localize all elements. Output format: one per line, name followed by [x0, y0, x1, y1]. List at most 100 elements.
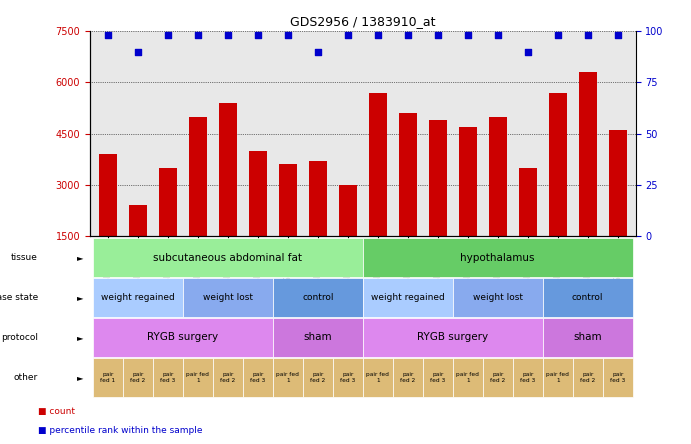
Point — [492, 32, 503, 39]
Point — [102, 32, 113, 39]
Text: pair
fed 1: pair fed 1 — [100, 372, 115, 383]
Text: subcutaneous abdominal fat: subcutaneous abdominal fat — [153, 253, 302, 262]
Point — [162, 32, 173, 39]
Bar — [93, 238, 363, 277]
Bar — [363, 318, 542, 357]
Point — [583, 32, 594, 39]
Bar — [579, 72, 597, 288]
Text: pair
fed 2: pair fed 2 — [130, 372, 145, 383]
Bar — [339, 185, 357, 288]
Bar — [129, 206, 146, 288]
Bar — [273, 278, 363, 317]
Text: control: control — [572, 293, 603, 302]
Point — [223, 32, 234, 39]
Bar — [573, 358, 603, 397]
Text: pair
fed 2: pair fed 2 — [490, 372, 505, 383]
Bar — [459, 127, 477, 288]
Bar — [392, 358, 423, 397]
Bar — [153, 358, 183, 397]
Text: pair
fed 3: pair fed 3 — [250, 372, 265, 383]
Bar — [513, 358, 542, 397]
Point — [402, 32, 413, 39]
Text: pair fed
1: pair fed 1 — [366, 372, 389, 383]
Bar — [542, 318, 633, 357]
Point — [552, 32, 563, 39]
Bar — [603, 358, 633, 397]
Bar — [453, 358, 483, 397]
Text: other: other — [14, 373, 38, 382]
Text: pair
fed 2: pair fed 2 — [220, 372, 236, 383]
Bar — [243, 358, 273, 397]
Bar — [273, 318, 363, 357]
Text: hypothalamus: hypothalamus — [460, 253, 535, 262]
Text: pair
fed 3: pair fed 3 — [160, 372, 176, 383]
Bar — [189, 117, 207, 288]
Point — [132, 48, 143, 55]
Text: control: control — [302, 293, 334, 302]
Point — [372, 32, 384, 39]
Point — [252, 32, 263, 39]
Text: pair fed
1: pair fed 1 — [547, 372, 569, 383]
Text: ►: ► — [77, 293, 84, 302]
Bar — [369, 93, 387, 288]
Title: GDS2956 / 1383910_at: GDS2956 / 1383910_at — [290, 16, 435, 28]
Bar — [483, 358, 513, 397]
Bar — [93, 318, 273, 357]
Point — [312, 48, 323, 55]
Text: weight lost: weight lost — [202, 293, 253, 302]
Bar — [363, 278, 453, 317]
Bar — [489, 117, 507, 288]
Text: tissue: tissue — [11, 253, 38, 262]
Text: weight regained: weight regained — [371, 293, 444, 302]
Text: ■ percentile rank within the sample: ■ percentile rank within the sample — [38, 426, 202, 435]
Text: sham: sham — [574, 333, 602, 342]
Bar — [333, 358, 363, 397]
Bar — [159, 168, 177, 288]
Bar — [453, 278, 542, 317]
Bar — [123, 358, 153, 397]
Text: protocol: protocol — [1, 333, 38, 342]
Text: pair fed
1: pair fed 1 — [276, 372, 299, 383]
Text: pair
fed 2: pair fed 2 — [310, 372, 325, 383]
Bar — [423, 358, 453, 397]
Point — [282, 32, 293, 39]
Point — [612, 32, 623, 39]
Text: pair fed
1: pair fed 1 — [456, 372, 479, 383]
Text: weight regained: weight regained — [101, 293, 175, 302]
Text: RYGB surgery: RYGB surgery — [147, 333, 218, 342]
Text: ►: ► — [77, 373, 84, 382]
Bar — [609, 130, 627, 288]
Text: ■ count: ■ count — [38, 407, 75, 416]
Text: sham: sham — [303, 333, 332, 342]
Text: pair
fed 2: pair fed 2 — [580, 372, 596, 383]
Text: ►: ► — [77, 333, 84, 342]
Point — [522, 48, 533, 55]
Text: disease state: disease state — [0, 293, 38, 302]
Bar — [542, 358, 573, 397]
Text: pair
fed 3: pair fed 3 — [610, 372, 625, 383]
Text: ►: ► — [77, 253, 84, 262]
Text: pair
fed 3: pair fed 3 — [520, 372, 536, 383]
Bar — [93, 278, 183, 317]
Point — [462, 32, 473, 39]
Bar — [549, 93, 567, 288]
Bar — [363, 238, 633, 277]
Bar — [278, 164, 297, 288]
Bar — [183, 358, 213, 397]
Bar — [183, 278, 273, 317]
Bar — [213, 358, 243, 397]
Bar — [399, 113, 417, 288]
Text: pair
fed 3: pair fed 3 — [340, 372, 355, 383]
Text: RYGB surgery: RYGB surgery — [417, 333, 489, 342]
Text: pair
fed 3: pair fed 3 — [430, 372, 446, 383]
Bar — [309, 161, 327, 288]
Bar — [249, 151, 267, 288]
Point — [192, 32, 203, 39]
Bar — [363, 358, 392, 397]
Bar — [428, 120, 447, 288]
Bar — [542, 278, 633, 317]
Bar — [273, 358, 303, 397]
Text: weight lost: weight lost — [473, 293, 523, 302]
Bar — [99, 154, 117, 288]
Point — [433, 32, 444, 39]
